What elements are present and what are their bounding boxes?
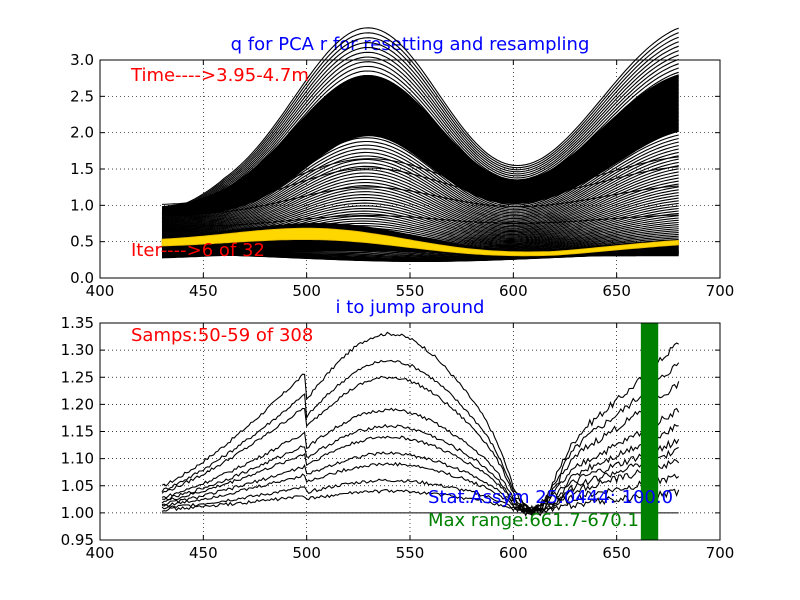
y-tick-label: 1.35	[61, 314, 94, 332]
chart-1-frame	[99, 59, 721, 279]
chart-1-series-line	[161, 168, 679, 240]
x-tick-label: 500	[292, 544, 321, 562]
chart-1-series-line	[161, 27, 679, 214]
chart-2-series-line	[161, 446, 679, 513]
chart-1-series-line	[161, 36, 679, 215]
chart-1-series-line	[161, 174, 679, 241]
y-tick-label: 1.0	[70, 196, 94, 214]
chart-2-title: i to jump around	[336, 297, 485, 318]
chart-1-series-line	[161, 41, 679, 216]
chart-1-series-line	[161, 156, 679, 205]
y-tick-label: 1.00	[61, 504, 94, 522]
y-tick-label: 1.5	[70, 160, 94, 178]
chart-2-series-line	[161, 488, 680, 518]
y-tick-label: 0.95	[61, 531, 94, 549]
chart-1-series-line	[161, 185, 679, 217]
chart-1-series-line	[161, 58, 679, 219]
y-tick-label: 1.10	[61, 450, 94, 468]
chart-1-series-line	[161, 155, 679, 237]
chart-1-series-line	[161, 151, 679, 237]
chart-1-series-line	[161, 161, 679, 238]
x-tick-label: 700	[706, 282, 735, 300]
chart-2-samps-annotation: Samps:50-59 of 308	[131, 325, 313, 346]
chart-1-series-group	[161, 27, 680, 263]
chart-2-series-line	[161, 331, 679, 513]
chart-1-series-line	[161, 50, 679, 218]
chart-2-series-line	[161, 359, 680, 514]
x-tick-label: 600	[499, 282, 528, 300]
chart-1-series-line	[161, 54, 679, 219]
chart-2-frame	[99, 322, 721, 541]
y-tick-label: 1.25	[61, 368, 94, 386]
chart-2-stat-annotation: Stat.Assym 25.0444: 100.0	[428, 487, 673, 508]
chart-2-max-range-band	[640, 323, 659, 540]
x-tick-label: 650	[602, 544, 631, 562]
chart-1-series-line	[161, 32, 679, 214]
x-tick-label: 600	[499, 544, 528, 562]
chart-2-series-line	[161, 423, 679, 512]
chart-1-series-line	[161, 148, 679, 236]
chart-1-series-line	[161, 137, 679, 234]
y-tick-label: 1.05	[61, 477, 94, 495]
x-tick-label: 500	[292, 282, 321, 300]
chart-1-series-line	[161, 145, 679, 235]
chart-2-series-line	[161, 458, 680, 516]
x-tick-label: 450	[189, 282, 218, 300]
x-tick-label: 400	[86, 544, 115, 562]
x-tick-label: 550	[396, 282, 425, 300]
chart-2-series-line	[161, 375, 680, 512]
chart-1-series-line	[161, 166, 679, 209]
chart-1-series-line	[161, 180, 679, 242]
chart-1-time-annotation: Time---->3.95-4.7m	[130, 65, 309, 86]
chart-1-series-line	[161, 165, 679, 239]
y-tick-label: 2.0	[70, 124, 94, 142]
chart-2-series-line	[161, 435, 680, 516]
chart-1-dense-band	[162, 74, 679, 216]
chart-1-series-line	[161, 183, 679, 242]
y-tick-label: 1.15	[61, 423, 94, 441]
chart-1-series-line	[161, 214, 679, 228]
y-tick-label: 3.0	[70, 51, 94, 69]
chart-1-iter-annotation: Iter---->6 of 32	[131, 240, 265, 261]
chart-2-maxrange-annotation: Max range:661.7-670.1	[428, 510, 639, 531]
x-tick-label: 650	[602, 282, 631, 300]
chart-1-series-line	[161, 134, 679, 233]
chart-2-series-line	[161, 407, 680, 516]
chart-1-title: q for PCA r for resetting and resampling	[231, 34, 590, 55]
x-tick-label: 450	[189, 544, 218, 562]
x-tick-label: 400	[86, 282, 115, 300]
y-tick-label: 1.30	[61, 341, 94, 359]
x-tick-label: 700	[706, 544, 735, 562]
chart-2-series-group	[161, 331, 680, 518]
y-tick-label: 1.20	[61, 395, 94, 413]
y-tick-label: 0.0	[70, 269, 94, 287]
y-tick-label: 2.5	[70, 87, 94, 105]
chart-1-series-line	[161, 45, 679, 217]
chart-2-series-line	[161, 473, 680, 516]
x-tick-label: 550	[396, 544, 425, 562]
chart-1-series-line	[161, 171, 679, 240]
chart-1-series-line	[161, 158, 679, 238]
y-tick-label: 0.5	[70, 233, 94, 251]
chart-1-highlight-series	[161, 227, 680, 257]
